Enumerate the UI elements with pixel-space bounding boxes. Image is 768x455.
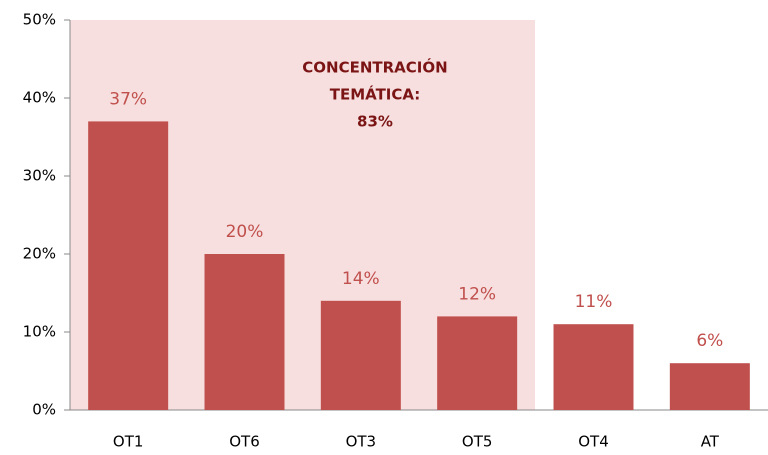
y-tick-label: 0% (32, 401, 56, 419)
value-label: 11% (575, 292, 613, 312)
bar (669, 363, 750, 410)
bar (437, 316, 518, 410)
value-label: 12% (458, 284, 496, 304)
value-label: 20% (226, 222, 264, 242)
bar (553, 324, 634, 410)
bar (88, 121, 169, 411)
annotation: 83% (357, 113, 393, 131)
x-tick-label: OT3 (346, 433, 377, 451)
y-tick-label: 50% (23, 11, 56, 29)
annotation: TEMÁTICA: (330, 85, 421, 104)
x-tick-label: OT4 (578, 433, 609, 451)
bar (320, 300, 401, 410)
y-tick-label: 40% (23, 89, 56, 107)
y-tick-label: 30% (23, 167, 56, 185)
x-tick-label: OT5 (462, 433, 493, 451)
annotation: CONCENTRACIÓN (302, 58, 447, 77)
x-tick-label: OT1 (113, 433, 144, 451)
x-tick-label: OT6 (229, 433, 260, 451)
value-label: 14% (342, 269, 380, 289)
bar (204, 254, 285, 410)
y-tick-label: 20% (23, 245, 56, 263)
x-tick-label: AT (701, 433, 720, 451)
y-tick-label: 10% (23, 323, 56, 341)
value-label: 6% (696, 331, 723, 351)
value-label: 37% (109, 89, 147, 109)
